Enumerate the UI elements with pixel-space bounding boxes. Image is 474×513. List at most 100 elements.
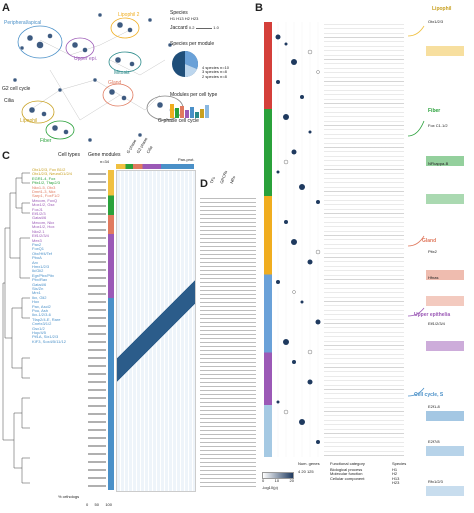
cell-type-label: KIF3, Sox4/5/11/12 xyxy=(32,338,66,344)
cell-type-label: Egr/Pbx/Pitx xyxy=(32,272,55,278)
panel-b-dotplot xyxy=(275,22,321,457)
cell-type-label: Mrx1 xyxy=(32,290,41,296)
c-axis-label: % orthologs xyxy=(58,494,80,499)
b-label-cell-cycle: Cell cycle, S xyxy=(414,392,444,398)
motif-label-foxc: Fox C1.1/2 xyxy=(428,123,448,128)
cluster-label-cilia: Cilia xyxy=(4,98,14,104)
cell-type-label: Ikx-1/2/3-6 xyxy=(32,312,51,318)
motif-label-otx: Otx1/2/3 xyxy=(428,19,444,24)
bar xyxy=(195,112,199,119)
cell-type-label: Mecom, Nkx xyxy=(32,219,55,225)
bar xyxy=(190,107,194,119)
cluster-label-g-phase: G-phase cell cycle xyxy=(158,118,199,124)
pie-title: Species per module xyxy=(170,41,215,48)
cell-type-label: Six/Zn xyxy=(32,285,44,291)
cluster-label-gland: Gland xyxy=(108,80,122,86)
species-legend-title: Species xyxy=(170,10,188,16)
cell-type-label: Hop/4/5 xyxy=(32,330,47,336)
cell-type-label: Dmrt1-3, Nkx xyxy=(32,189,56,195)
genes-ticks: 4 20 125 xyxy=(298,469,314,474)
cell-type-label: Otx/Hf4/Tef xyxy=(32,250,53,256)
jaccard-scale-line xyxy=(195,27,212,29)
dotplot-open-dots xyxy=(283,49,321,415)
cell-type-label: EGR1-4, Fox xyxy=(32,175,56,181)
cell-type-label: Mox1/2, Hox xyxy=(32,224,55,230)
bar xyxy=(205,105,209,119)
cluster-label-upper-epi: Upper epi. xyxy=(74,56,98,62)
jaccard-label: Jaccard 0.2 1.0 xyxy=(170,25,219,32)
c-axis-ticks: 0 50 100 xyxy=(86,502,112,507)
b-label-fiber: Fiber xyxy=(428,108,441,114)
dotplot-grid xyxy=(277,22,319,457)
panel-a-legend: Species H1 H13 H2 H23 Jaccard 0.2 1.0 Sp… xyxy=(170,10,245,119)
cluster-label-g2: G2 cell cycle xyxy=(2,86,31,92)
d-col-header: GPCRs xyxy=(218,169,229,185)
motif-label-elf: Elf1/2/3/4 xyxy=(428,321,445,326)
motif-label-e2f78: E2f7/8 xyxy=(428,439,440,444)
dotplot-dots xyxy=(275,34,321,444)
bar xyxy=(175,108,179,119)
cluster-label-mitosis: Mitosis xyxy=(114,70,130,76)
cell-type-label: Nkx1-5, Otx3 xyxy=(32,184,56,190)
cell-type-label: Nkx2.1 xyxy=(32,228,45,234)
b-species-title: Species xyxy=(392,461,407,466)
panel-b-go-terms xyxy=(324,22,404,457)
d-col-header: TFs xyxy=(208,176,216,185)
b-species-items: H1 H2 H13 H23 xyxy=(392,467,400,486)
c-top-color-strip xyxy=(116,164,194,169)
cluster-hulls xyxy=(17,17,184,140)
species-pie-chart xyxy=(172,51,198,78)
cell-type-label: Gsx1/2 xyxy=(32,325,45,331)
cell-type-label: Pax2 xyxy=(32,241,42,247)
panel-c-label: C xyxy=(2,150,10,162)
cell-type-label: Pitx1/2, Tfap2/3 xyxy=(32,180,60,186)
modules-per-cell-title: Modules per cell type xyxy=(170,92,218,99)
cell-type-label: Hox xyxy=(32,299,40,305)
cell-type-label: Mex3 xyxy=(32,237,42,243)
cell-type-label: FoxJ1 xyxy=(32,206,43,212)
cell-type-label: Cnetx3/1/2 xyxy=(32,321,52,327)
b-label-upper-epithelia: Upper epithelia xyxy=(414,312,451,318)
cell-type-label: Gata4/6 xyxy=(32,281,47,287)
species-h13: H13 xyxy=(176,16,184,21)
panel-b-label: B xyxy=(255,2,263,14)
cell-type-label: Otx1/2/3, Fox B1/2 xyxy=(32,167,66,172)
scale-bar xyxy=(262,472,294,479)
motif-label-hfnas: Hfnas xyxy=(428,275,439,280)
cluster-label-fiber: Fiber xyxy=(40,138,52,144)
bar xyxy=(185,110,189,119)
motif-label-rfx: Rfx1/2/3 xyxy=(428,479,443,484)
motif-label-pitx2: Pitx2 xyxy=(428,249,437,254)
cell-type-label: Otx1/2/3, NeuroD1/2/4 xyxy=(32,171,73,177)
panel-b-legend: -log10(p) 0 10 20 Num. genes 4 20 125 Fu… xyxy=(262,461,422,510)
cell-type-label: Mecom, FoxQ xyxy=(32,197,58,203)
c-cell-type-list: Otx1/2/3, Fox B1/2 Otx1/2/3, NeuroD1/2/4… xyxy=(32,167,86,344)
c-orthologs-bars xyxy=(88,170,106,490)
motif-blocks xyxy=(426,46,464,496)
panel-c-dendrogram xyxy=(2,172,30,484)
motif-connectors xyxy=(408,25,425,397)
cell-type-label: Gata4/6 xyxy=(32,215,47,221)
bar xyxy=(200,109,204,119)
bar xyxy=(170,104,174,119)
cell-type-label: Sarp1, FoxF1/2 xyxy=(32,193,60,199)
motif-label-e2f1: E2f1-8 xyxy=(428,404,440,409)
cell-type-label: Elf1/2/3 xyxy=(32,211,46,217)
cell-type-label: Mox1/2, Gsx xyxy=(32,202,55,208)
cluster-label-lipophil: Lipophil xyxy=(20,118,38,124)
genes-label: Num. genes xyxy=(298,461,320,466)
c-header-gene-modules: Gene modules xyxy=(88,152,121,158)
c-pan-label: Pan-prot. xyxy=(178,157,195,162)
cell-type-label: Pif1A, Six1/2/3 xyxy=(32,334,59,340)
d-col-header: NRs xyxy=(228,175,237,185)
cell-type-label: Tfap2/4-E, Rare xyxy=(32,316,61,322)
scale-label: -log10(p) xyxy=(262,485,279,490)
panel-b-celltype-strip xyxy=(264,22,272,457)
motif-label-nfkb: NFkappa-B xyxy=(428,161,449,166)
cell-type-label: Ikx, Gli2 xyxy=(32,294,47,300)
b-label-gland: Gland xyxy=(422,238,437,244)
c-color-strip xyxy=(108,170,114,490)
cluster-label-lipophil-2: Lipophil 2 xyxy=(118,12,140,18)
pie-slice-labels: 4 species n=10 3 species n=8 2 species n… xyxy=(202,65,230,79)
modules-per-cell-bars xyxy=(170,100,245,119)
